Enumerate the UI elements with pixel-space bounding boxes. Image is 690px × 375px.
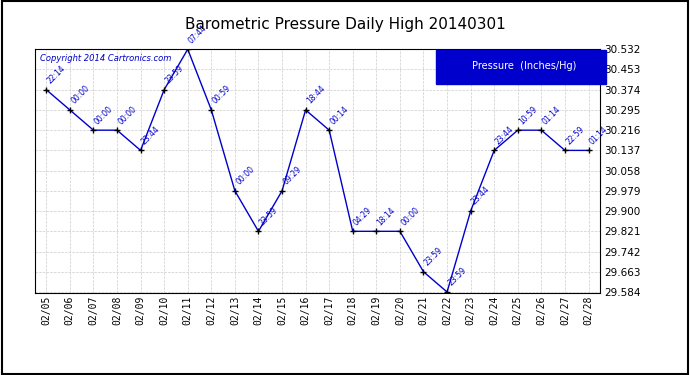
Text: 00:00: 00:00 — [234, 165, 256, 187]
Pressure  (Inches/Hg) — [302, 108, 310, 112]
Text: Pressure  (Inches/Hg): Pressure (Inches/Hg) — [472, 61, 576, 71]
Text: 00:14: 00:14 — [328, 104, 351, 126]
Text: Copyright 2014 Cartronics.com: Copyright 2014 Cartronics.com — [40, 54, 172, 63]
Text: 23:44: 23:44 — [140, 124, 161, 146]
Text: 01:14: 01:14 — [588, 124, 609, 146]
Text: 23:44: 23:44 — [493, 124, 515, 146]
Text: 00:00: 00:00 — [69, 84, 91, 106]
Text: 10:59: 10:59 — [517, 104, 539, 126]
Text: Barometric Pressure Daily High 20140301: Barometric Pressure Daily High 20140301 — [185, 17, 505, 32]
Text: 23:44: 23:44 — [470, 185, 492, 207]
Pressure  (Inches/Hg) — [89, 128, 97, 132]
Text: 09:29: 09:29 — [282, 165, 303, 187]
Pressure  (Inches/Hg) — [490, 148, 498, 153]
Pressure  (Inches/Hg) — [513, 128, 522, 132]
Pressure  (Inches/Hg) — [443, 290, 451, 294]
Pressure  (Inches/Hg) — [420, 270, 428, 274]
Text: 23:59: 23:59 — [446, 266, 468, 288]
Text: 18:44: 18:44 — [305, 84, 326, 106]
Pressure  (Inches/Hg) — [348, 229, 357, 234]
Text: 04:29: 04:29 — [352, 205, 374, 227]
Text: 22:14: 22:14 — [46, 64, 67, 86]
Line: Pressure  (Inches/Hg): Pressure (Inches/Hg) — [43, 46, 592, 296]
Text: 01:14: 01:14 — [540, 104, 562, 126]
Pressure  (Inches/Hg) — [466, 209, 475, 213]
Pressure  (Inches/Hg) — [113, 128, 121, 132]
Text: 23:59: 23:59 — [423, 246, 444, 268]
Pressure  (Inches/Hg) — [230, 189, 239, 193]
Text: 07:44: 07:44 — [187, 23, 209, 45]
Pressure  (Inches/Hg) — [372, 229, 380, 234]
Pressure  (Inches/Hg) — [207, 108, 215, 112]
Pressure  (Inches/Hg) — [255, 229, 263, 234]
Pressure  (Inches/Hg) — [538, 128, 546, 132]
Text: 00:00: 00:00 — [92, 104, 115, 126]
Pressure  (Inches/Hg) — [584, 148, 593, 153]
Text: 00:00: 00:00 — [116, 104, 138, 126]
Text: 22:59: 22:59 — [564, 124, 586, 146]
Pressure  (Inches/Hg) — [42, 87, 50, 92]
FancyBboxPatch shape — [436, 50, 606, 84]
Text: 23:59: 23:59 — [257, 205, 279, 227]
Pressure  (Inches/Hg) — [184, 47, 192, 51]
Pressure  (Inches/Hg) — [66, 108, 74, 112]
Text: 23:59: 23:59 — [164, 64, 185, 86]
Text: 18:14: 18:14 — [375, 206, 397, 227]
Text: 00:59: 00:59 — [210, 84, 233, 106]
Pressure  (Inches/Hg) — [325, 128, 333, 132]
Pressure  (Inches/Hg) — [137, 148, 145, 153]
Text: 00:00: 00:00 — [399, 205, 421, 227]
Pressure  (Inches/Hg) — [278, 189, 286, 193]
Pressure  (Inches/Hg) — [160, 87, 168, 92]
Pressure  (Inches/Hg) — [396, 229, 404, 234]
Pressure  (Inches/Hg) — [561, 148, 569, 153]
